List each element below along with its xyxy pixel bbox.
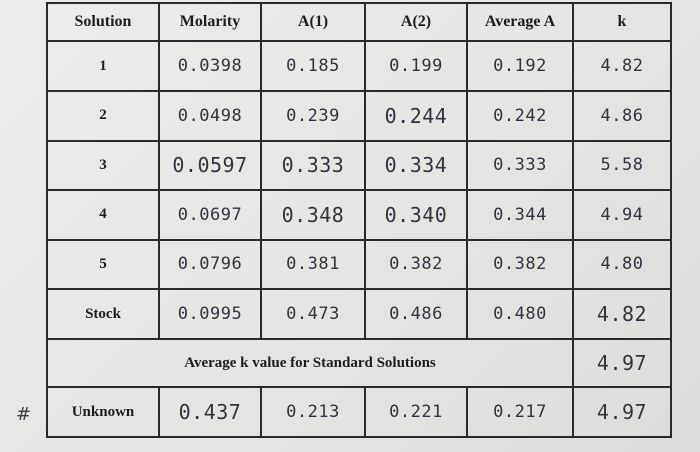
average-a-cell: 0.333 (466, 139, 574, 192)
header-row: Solution Molarity A(1) A(2) Average A k (46, 1, 672, 43)
unknown-a1-cell: 0.213 (260, 386, 366, 438)
molarity-cell: 0.0796 (158, 238, 262, 291)
molarity-cell: 0.0597 (158, 139, 262, 192)
header-a1: A(1) (260, 1, 366, 43)
header-a2: A(2) (364, 1, 468, 43)
average-a-cell: 0.242 (466, 90, 574, 142)
average-a-cell: 0.344 (466, 189, 574, 241)
a1-cell: 0.473 (260, 288, 366, 340)
k-cell: 4.82 (572, 40, 672, 92)
table-row: 2 0.0498 0.239 0.244 0.242 4.86 (46, 90, 672, 142)
a2-cell: 0.334 (364, 139, 468, 192)
a2-cell: 0.199 (364, 40, 468, 92)
margin-hash-mark: # (16, 404, 32, 425)
molarity-cell: 0.0995 (158, 288, 262, 340)
header-average-a: Average A (466, 1, 574, 43)
a1-cell: 0.381 (260, 238, 366, 291)
molarity-cell: 0.0498 (158, 90, 262, 142)
molarity-cell: 0.0697 (158, 189, 262, 241)
average-k-value: 4.97 (572, 337, 672, 389)
k-cell: 4.80 (572, 238, 672, 291)
k-cell: 4.82 (572, 288, 672, 340)
average-a-cell: 0.382 (466, 238, 574, 291)
table-row: 4 0.0697 0.348 0.340 0.344 4.94 (46, 189, 672, 241)
solution-cell: 3 (46, 139, 160, 192)
unknown-average-a-cell: 0.217 (466, 386, 574, 438)
average-a-cell: 0.192 (466, 40, 574, 92)
a1-cell: 0.185 (260, 40, 366, 92)
table-row: 5 0.0796 0.381 0.382 0.382 4.80 (46, 238, 672, 291)
k-cell: 4.94 (572, 189, 672, 241)
a1-cell: 0.239 (260, 90, 366, 142)
unknown-label: Unknown (46, 386, 160, 438)
header-k: k (572, 1, 672, 43)
k-cell: 5.58 (572, 139, 672, 192)
unknown-row: Unknown 0.437 0.213 0.221 0.217 4.97 (46, 386, 672, 438)
unknown-a2-cell: 0.221 (364, 386, 468, 438)
table-row: 3 0.0597 0.333 0.334 0.333 5.58 (46, 139, 672, 192)
header-molarity: Molarity (158, 1, 262, 43)
a1-cell: 0.348 (260, 189, 366, 241)
a2-cell: 0.486 (364, 288, 468, 340)
a1-cell: 0.333 (260, 139, 366, 192)
solution-cell: 2 (46, 90, 160, 142)
unknown-molarity-cell: 0.437 (158, 386, 262, 438)
a2-cell: 0.340 (364, 189, 468, 241)
table-row: Stock 0.0995 0.473 0.486 0.480 4.82 (46, 288, 672, 340)
solution-cell: 5 (46, 238, 160, 291)
table-row: 1 0.0398 0.185 0.199 0.192 4.82 (46, 40, 672, 92)
unknown-k-cell: 4.97 (572, 386, 672, 438)
data-table: Solution Molarity A(1) A(2) Average A k … (46, 1, 672, 438)
a2-cell: 0.382 (364, 238, 468, 291)
average-k-row: Average k value for Standard Solutions 4… (46, 337, 672, 389)
average-k-label: Average k value for Standard Solutions (46, 337, 574, 389)
solution-cell: 1 (46, 40, 160, 92)
solution-cell: 4 (46, 189, 160, 241)
average-a-cell: 0.480 (466, 288, 574, 340)
header-solution: Solution (46, 1, 160, 43)
solution-cell: Stock (46, 288, 160, 340)
k-cell: 4.86 (572, 90, 672, 142)
molarity-cell: 0.0398 (158, 40, 262, 92)
a2-cell: 0.244 (364, 90, 468, 142)
